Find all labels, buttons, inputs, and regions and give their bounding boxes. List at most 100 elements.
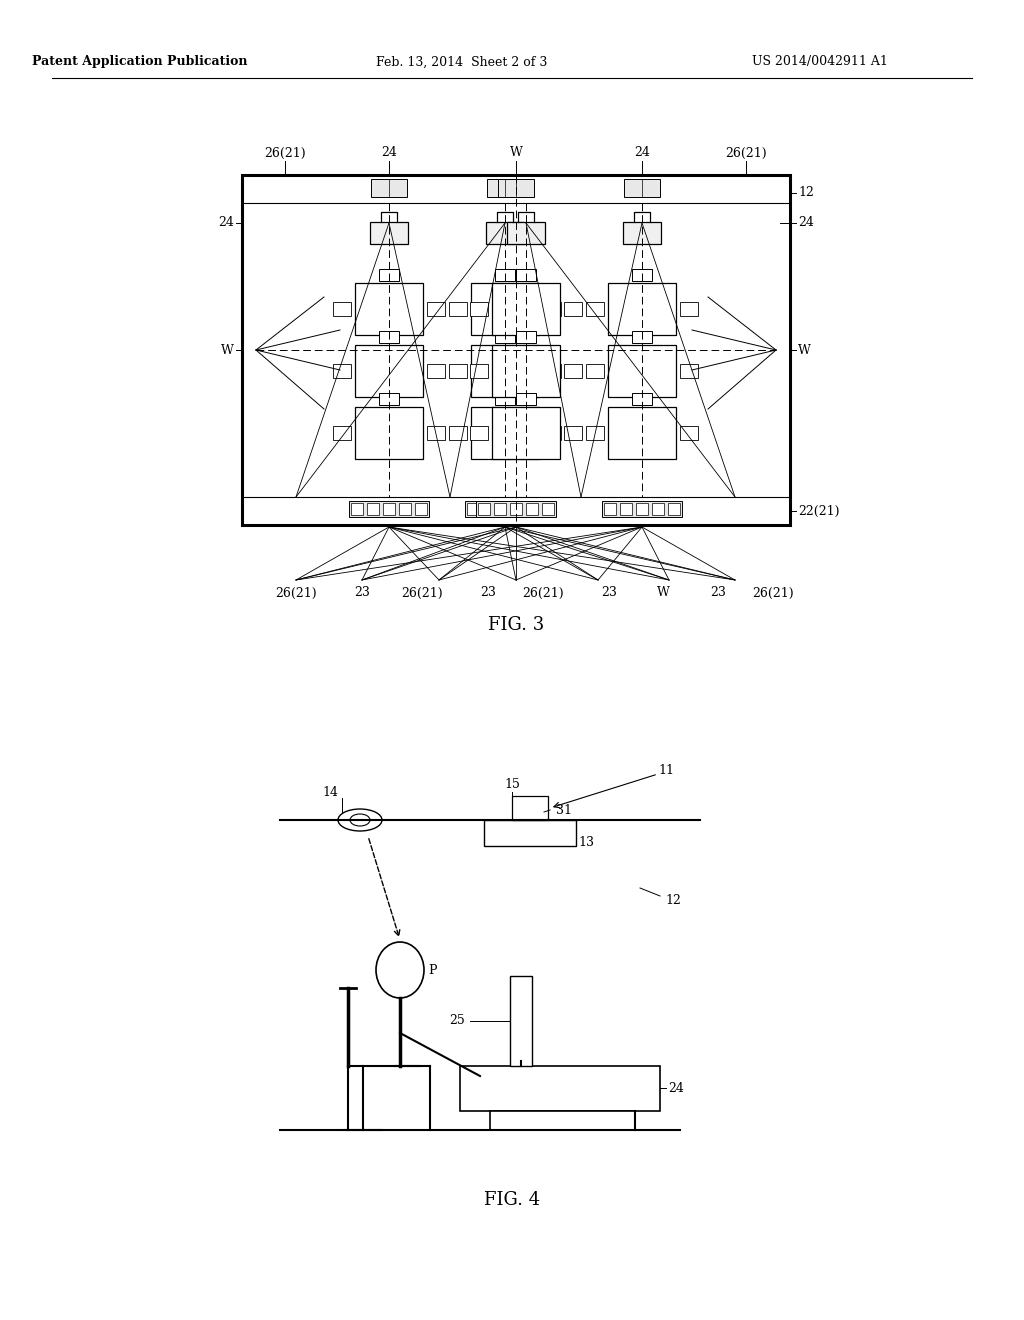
Bar — [333, 426, 351, 440]
Bar — [449, 426, 467, 440]
Text: 13: 13 — [578, 836, 594, 849]
Text: 24: 24 — [218, 216, 234, 230]
Text: 23: 23 — [601, 586, 616, 599]
Text: 23: 23 — [480, 586, 496, 599]
Bar — [427, 302, 445, 315]
Text: 26(21): 26(21) — [725, 147, 767, 160]
Text: 26(21): 26(21) — [264, 147, 306, 160]
Bar — [476, 502, 556, 517]
Bar — [542, 503, 554, 515]
Bar — [516, 269, 536, 281]
Bar — [470, 364, 488, 378]
Bar — [499, 503, 511, 515]
Bar — [492, 282, 560, 335]
Bar — [467, 503, 479, 515]
Text: 11: 11 — [658, 763, 674, 776]
Bar — [367, 503, 379, 515]
Bar — [494, 503, 506, 515]
Bar — [471, 282, 539, 335]
Bar — [515, 503, 527, 515]
Bar — [680, 364, 698, 378]
Bar — [620, 503, 632, 515]
Bar — [543, 426, 561, 440]
Text: W: W — [656, 586, 670, 599]
Bar — [242, 176, 790, 203]
Bar — [492, 407, 560, 459]
Bar — [355, 407, 423, 459]
Bar — [604, 503, 616, 515]
Text: 26(21): 26(21) — [275, 586, 316, 599]
Bar — [449, 364, 467, 378]
Text: 24: 24 — [668, 1081, 684, 1094]
Bar — [399, 503, 411, 515]
Bar — [632, 331, 652, 343]
Bar — [510, 503, 522, 515]
Bar — [449, 302, 467, 315]
Text: Feb. 13, 2014  Sheet 2 of 3: Feb. 13, 2014 Sheet 2 of 3 — [376, 55, 548, 69]
Text: 23: 23 — [710, 586, 726, 599]
Text: 12: 12 — [798, 186, 814, 199]
Bar — [355, 282, 423, 335]
Bar — [624, 180, 660, 197]
Bar — [495, 331, 515, 343]
Bar — [355, 345, 423, 397]
Bar — [543, 302, 561, 315]
Text: W: W — [510, 147, 522, 160]
Bar — [564, 364, 582, 378]
Bar — [507, 222, 545, 244]
Bar — [632, 269, 652, 281]
Bar — [531, 503, 543, 515]
Bar — [668, 503, 680, 515]
Bar — [349, 502, 429, 517]
Bar — [415, 503, 427, 515]
Bar — [586, 364, 604, 378]
Ellipse shape — [376, 942, 424, 998]
Bar — [487, 180, 523, 197]
Bar — [564, 426, 582, 440]
Bar — [486, 222, 524, 244]
Bar — [510, 975, 532, 1067]
Bar — [333, 302, 351, 315]
Text: US 2014/0042911 A1: US 2014/0042911 A1 — [752, 55, 888, 69]
Bar — [383, 503, 395, 515]
Bar — [470, 302, 488, 315]
Text: 25: 25 — [450, 1015, 465, 1027]
Bar — [351, 503, 362, 515]
Text: 24: 24 — [798, 216, 814, 230]
Text: W: W — [798, 343, 811, 356]
Bar — [460, 1067, 660, 1111]
Text: Patent Application Publication: Patent Application Publication — [32, 55, 248, 69]
Bar — [379, 393, 399, 405]
Bar — [495, 393, 515, 405]
Text: P: P — [428, 964, 436, 977]
Bar — [608, 407, 676, 459]
Bar — [602, 502, 682, 517]
Bar — [680, 426, 698, 440]
Bar — [636, 503, 648, 515]
Bar — [427, 364, 445, 378]
Bar — [680, 302, 698, 315]
Text: 24: 24 — [634, 147, 650, 160]
Ellipse shape — [350, 814, 370, 826]
Bar — [526, 503, 538, 515]
Bar — [608, 282, 676, 335]
Bar — [465, 502, 545, 517]
Bar — [483, 503, 495, 515]
Bar — [652, 503, 664, 515]
Bar — [379, 331, 399, 343]
Text: 26(21): 26(21) — [401, 586, 442, 599]
Bar — [564, 302, 582, 315]
Bar — [471, 407, 539, 459]
Bar — [498, 180, 534, 197]
Bar — [495, 269, 515, 281]
Text: 26(21): 26(21) — [753, 586, 794, 599]
Bar — [242, 498, 790, 525]
Bar — [632, 393, 652, 405]
Text: 14: 14 — [322, 785, 338, 799]
Text: 22(21): 22(21) — [798, 504, 840, 517]
Text: 15: 15 — [504, 779, 520, 792]
Text: FIG. 4: FIG. 4 — [484, 1191, 540, 1209]
Bar — [586, 302, 604, 315]
Bar — [242, 176, 790, 525]
Text: 12: 12 — [665, 894, 681, 907]
